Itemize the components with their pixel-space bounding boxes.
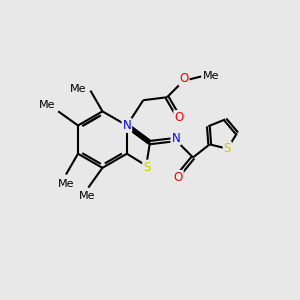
Text: Me: Me	[70, 84, 86, 94]
Text: S: S	[224, 142, 231, 155]
Text: O: O	[174, 111, 184, 124]
Text: N: N	[122, 119, 131, 132]
Text: S: S	[143, 160, 151, 174]
Text: N: N	[171, 132, 180, 145]
Text: Me: Me	[39, 100, 55, 110]
Text: Me: Me	[79, 190, 95, 201]
Text: Me: Me	[203, 71, 219, 81]
Text: O: O	[179, 72, 189, 85]
Text: Me: Me	[58, 179, 74, 189]
Text: O: O	[173, 171, 183, 184]
